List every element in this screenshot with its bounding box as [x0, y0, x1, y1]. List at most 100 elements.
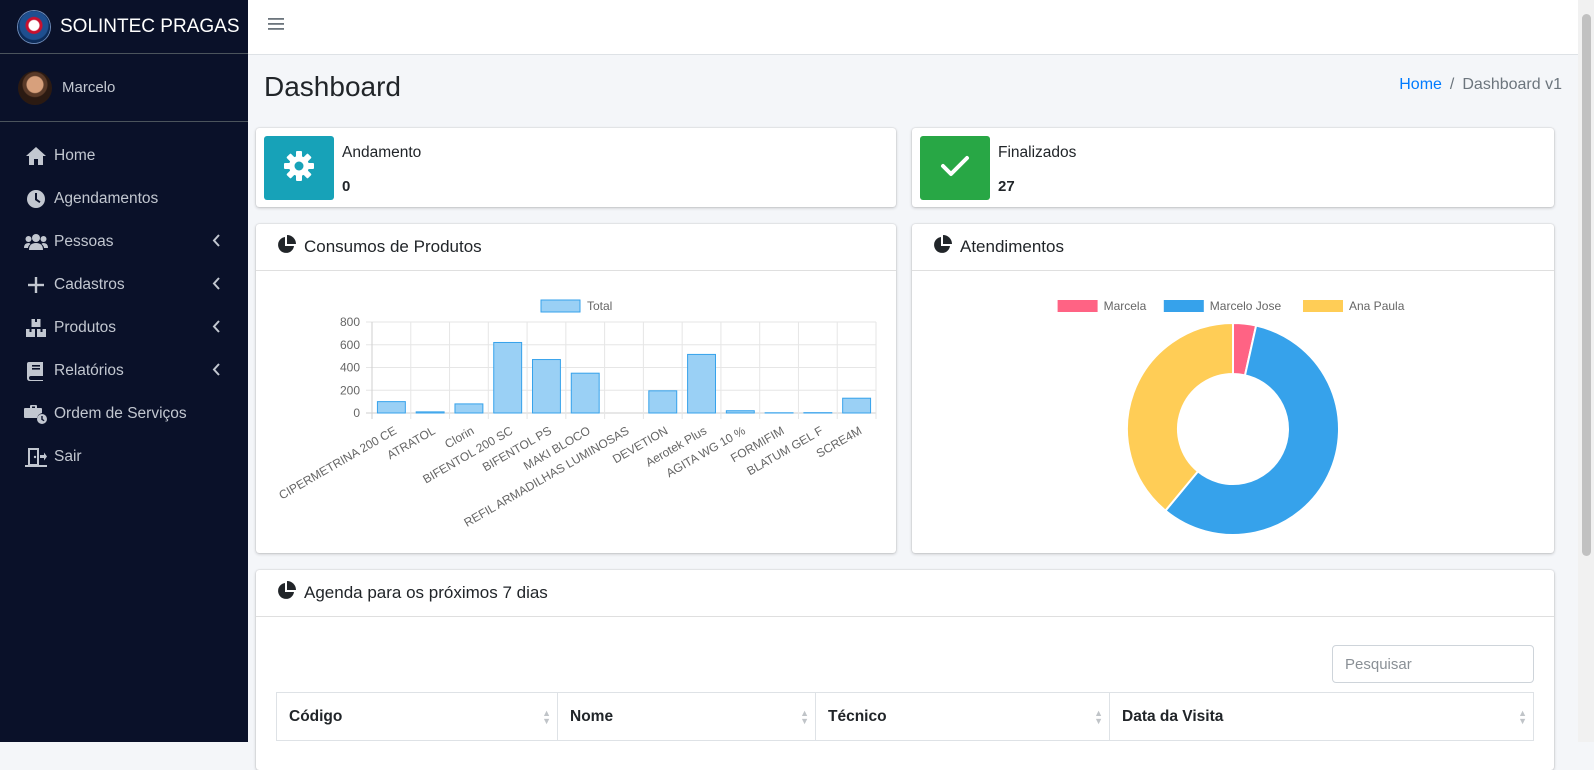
brand-logo — [18, 11, 50, 43]
legend-swatch[interactable] — [1058, 300, 1098, 312]
column-header-label: Código — [289, 708, 342, 725]
legend-label-total[interactable]: Total — [587, 299, 612, 313]
sidebar-item-relatorios[interactable]: Relatórios — [8, 349, 240, 392]
column-header-data-da-visita[interactable]: Data da Visita ▲▼ — [1110, 693, 1534, 741]
card-header: Consumos de Produtos — [256, 224, 896, 271]
sort-icon: ▲▼ — [1094, 709, 1103, 725]
gear-icon — [283, 150, 315, 187]
legend-label[interactable]: Marcela — [1104, 299, 1147, 313]
table-header-row: Código ▲▼ Nome ▲▼ Técnico ▲▼ Data da Visita… — [277, 693, 1534, 741]
sort-icon: ▲▼ — [1518, 709, 1527, 725]
consumos-card: Consumos de Produtos Total 0 200 400 600 800 C… — [256, 224, 896, 553]
sidebar-item-ordem-de-servicos[interactable]: Ordem de Serviços — [8, 392, 240, 435]
clock-icon — [24, 187, 48, 211]
sidebar-item-produtos[interactable]: Produtos — [8, 306, 240, 349]
page-title: Dashboard — [264, 71, 401, 103]
sidebar-item-label: Produtos — [54, 319, 116, 337]
bar[interactable] — [843, 398, 871, 413]
bar[interactable] — [416, 412, 444, 413]
agenda-card: Agenda para os próximos 7 dias Código▲▼ … — [256, 570, 1554, 770]
user-panel[interactable]: Marcelo — [0, 54, 248, 122]
sort-icon: ▲▼ — [800, 709, 809, 725]
sidebar-item-cadastros[interactable]: Cadastros — [8, 263, 240, 306]
column-header-codigo[interactable]: Código ▲▼ — [277, 693, 558, 741]
info-box-finalizados: Finalizados 27 — [912, 128, 1554, 207]
info-icon-box — [920, 136, 990, 200]
y-tick-label: 600 — [340, 338, 360, 352]
breadcrumb-current: Dashboard v1 — [1462, 76, 1562, 93]
breadcrumb: Home / Dashboard v1 — [1399, 76, 1562, 94]
pie-chart-icon — [932, 235, 960, 260]
search-input[interactable] — [1332, 645, 1534, 683]
brand-name: SOLINTEC PRAGAS — [60, 16, 240, 38]
bar[interactable] — [533, 360, 561, 413]
breadcrumb-separator: / — [1450, 76, 1454, 93]
legend-swatch[interactable] — [1303, 300, 1343, 312]
y-tick-label: 0 — [353, 406, 360, 420]
card-title: Atendimentos — [960, 237, 1064, 257]
bar[interactable] — [571, 373, 599, 413]
sidebar: SOLINTEC PRAGAS Marcelo Home Agendamento… — [0, 0, 248, 742]
book-icon — [24, 359, 48, 383]
sidebar-item-label: Relatórios — [54, 362, 124, 380]
page-scrollbar[interactable] — [1578, 0, 1594, 742]
door-exit-icon — [24, 445, 48, 469]
legend-label[interactable]: Marcelo Jose — [1210, 299, 1282, 313]
sidebar-item-label: Ordem de Serviços — [54, 405, 187, 423]
sidebar-item-home[interactable]: Home — [8, 134, 240, 177]
legend-swatch-total[interactable] — [541, 300, 580, 312]
chevron-left-icon — [212, 363, 220, 381]
bar[interactable] — [649, 391, 677, 413]
sort-icon: ▲▼ — [542, 709, 551, 725]
plus-icon — [24, 273, 48, 297]
atendimentos-card: Atendimentos Marcela Marcelo Jose Ana Paul… — [912, 224, 1554, 553]
card-title: Consumos de Produtos — [304, 237, 482, 257]
y-tick-label: 800 — [340, 315, 360, 329]
sidebar-item-sair[interactable]: Sair — [8, 435, 240, 478]
pie-chart-icon — [276, 235, 304, 260]
agenda-table: Código ▲▼ Nome ▲▼ Técnico ▲▼ Data da Visita… — [276, 692, 1534, 741]
column-header-label: Data da Visita — [1122, 708, 1223, 725]
info-icon-box — [264, 136, 334, 200]
column-header-tecnico[interactable]: Técnico ▲▼ — [816, 693, 1110, 741]
users-icon — [24, 230, 48, 254]
x-tick-label: CIPERMETRINA 200 CE — [276, 423, 399, 502]
top-navbar — [248, 0, 1578, 55]
sidebar-item-label: Home — [54, 147, 95, 165]
y-tick-label: 400 — [340, 361, 360, 375]
column-header-label: Nome — [570, 708, 613, 725]
legend-swatch[interactable] — [1164, 300, 1204, 312]
y-tick-label: 200 — [340, 383, 360, 397]
sidebar-item-label: Agendamentos — [54, 190, 158, 208]
chevron-left-icon — [212, 320, 220, 338]
user-name: Marcelo — [62, 79, 115, 96]
column-header-nome[interactable]: Nome ▲▼ — [558, 693, 816, 741]
briefcase-icon — [24, 402, 48, 426]
content-wrapper: Dashboard Home / Dashboard v1 — [248, 55, 1578, 742]
column-header-label: Técnico — [828, 708, 887, 725]
chevron-left-icon — [212, 234, 220, 252]
card-header: Atendimentos — [912, 224, 1554, 271]
donut-chart: Marcela Marcelo Jose Ana Paula — [912, 271, 1554, 553]
sidebar-item-pessoas[interactable]: Pessoas — [8, 220, 240, 263]
bar[interactable] — [377, 402, 405, 413]
info-box-label: Andamento — [342, 144, 421, 162]
chevron-left-icon — [212, 277, 220, 295]
bar[interactable] — [455, 404, 483, 413]
bar[interactable] — [688, 354, 716, 413]
bar[interactable] — [726, 411, 754, 413]
scrollbar-thumb[interactable] — [1582, 14, 1591, 556]
bar[interactable] — [494, 342, 522, 413]
breadcrumb-home-link[interactable]: Home — [1399, 76, 1442, 93]
hamburger-icon[interactable] — [268, 17, 284, 36]
legend-label[interactable]: Ana Paula — [1349, 299, 1405, 313]
boxes-icon — [24, 316, 48, 340]
info-box-value: 27 — [998, 178, 1015, 195]
sidebar-item-label: Cadastros — [54, 276, 125, 294]
sidebar-item-label: Pessoas — [54, 233, 113, 251]
info-box-andamento: Andamento 0 — [256, 128, 896, 207]
brand-link[interactable]: SOLINTEC PRAGAS — [0, 0, 248, 54]
sidebar-item-agendamentos[interactable]: Agendamentos — [8, 177, 240, 220]
sidebar-item-label: Sair — [54, 448, 82, 466]
